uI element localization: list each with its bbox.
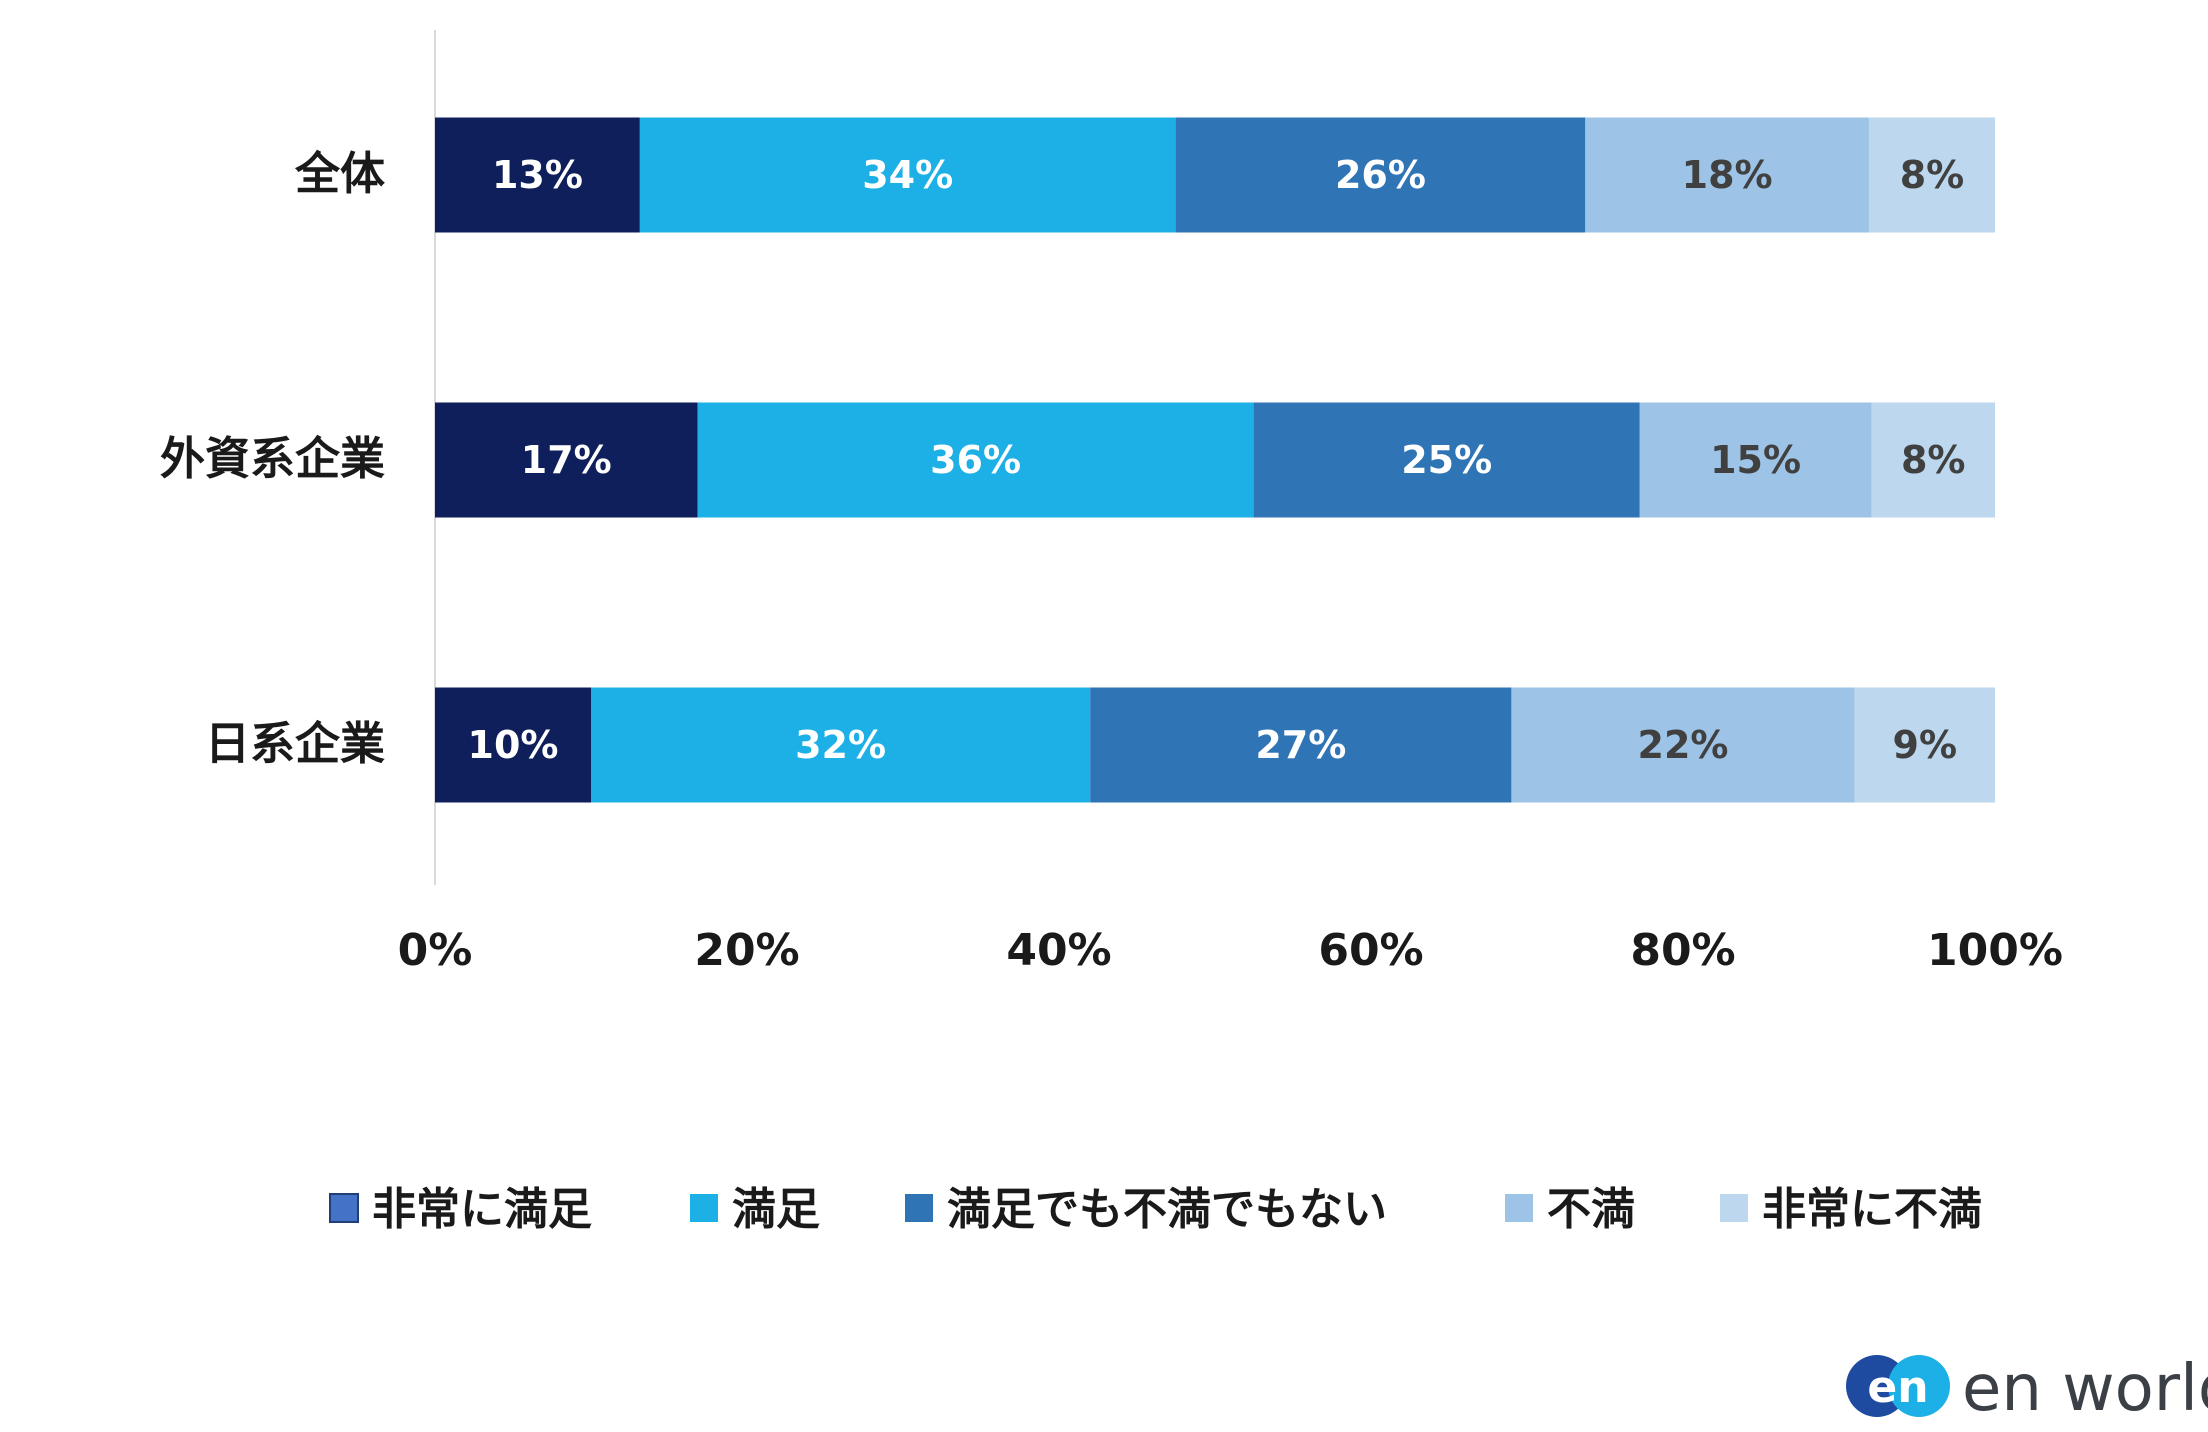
legend-swatch: [905, 1194, 933, 1222]
data-label: 15%: [1710, 438, 1801, 482]
data-label: 10%: [468, 723, 559, 767]
x-tick-label: 60%: [1318, 925, 1423, 976]
data-label: 17%: [521, 438, 612, 482]
legend-swatch: [329, 1193, 359, 1223]
bar-segment: [1253, 402, 1640, 518]
data-label: 36%: [930, 438, 1021, 482]
logo-mark-text: en: [1867, 1362, 1928, 1413]
data-label: 22%: [1638, 723, 1729, 767]
bar-segment: [435, 687, 591, 803]
logo-wordmark: en world: [1962, 1352, 2208, 1426]
legend-label: 非常に満足: [372, 1184, 592, 1235]
category-label: 日系企業: [205, 717, 385, 770]
legend: 非常に満足 満足 満足でも不満でもない 不満 非常に不満: [329, 1184, 1982, 1235]
legend-label: 非常に不満: [1762, 1184, 1982, 1235]
x-tick-label: 0%: [398, 925, 473, 976]
bar-segment: [1585, 117, 1869, 233]
data-label: 8%: [1900, 153, 1965, 197]
data-label: 18%: [1682, 153, 1773, 197]
data-label: 27%: [1255, 723, 1346, 767]
category-label: 全体: [294, 147, 385, 200]
legend-swatch: [1505, 1194, 1533, 1222]
bar-segment: [591, 687, 1091, 803]
category-label: 外資系企業: [160, 432, 385, 485]
bar-segment: [697, 402, 1254, 518]
bar-segment: [1090, 687, 1512, 803]
bar-segment: [1639, 402, 1872, 518]
bar-segment: [1854, 687, 1995, 803]
data-label: 32%: [795, 723, 886, 767]
legend-label: 満足: [732, 1184, 820, 1235]
data-label: 8%: [1901, 438, 1966, 482]
bar-segment: [1511, 687, 1855, 803]
data-label: 34%: [862, 153, 953, 197]
x-axis-ticks: 0% 20% 40% 60% 80% 100%: [398, 925, 2063, 976]
data-label: 25%: [1401, 438, 1492, 482]
bar-segment: [639, 117, 1176, 233]
enworld-logo: en en world: [1846, 1352, 2208, 1426]
x-tick-label: 20%: [694, 925, 799, 976]
data-label: 26%: [1335, 153, 1426, 197]
legend-label: 満足でも不満でもない: [947, 1184, 1387, 1235]
bar-segment: [435, 402, 698, 518]
x-tick-label: 100%: [1927, 925, 2063, 976]
bar-segment: [1868, 117, 1995, 233]
bar-segment: [1871, 402, 1995, 518]
legend-label: 不満: [1547, 1184, 1635, 1235]
legend-swatch: [1720, 1194, 1748, 1222]
logo-mark-n-circle: [1888, 1355, 1950, 1417]
data-label: 13%: [492, 153, 583, 197]
bar-segment: [435, 117, 640, 233]
data-label: 9%: [1893, 723, 1958, 767]
x-tick-label: 40%: [1006, 925, 1111, 976]
legend-swatch: [690, 1194, 718, 1222]
x-tick-label: 80%: [1630, 925, 1735, 976]
bar-segment: [1175, 117, 1586, 233]
bars-group: 13% 34% 26% 18% 8% 17% 36% 25% 15% 8% 10% 32% 27% 22%…: [435, 117, 1995, 803]
